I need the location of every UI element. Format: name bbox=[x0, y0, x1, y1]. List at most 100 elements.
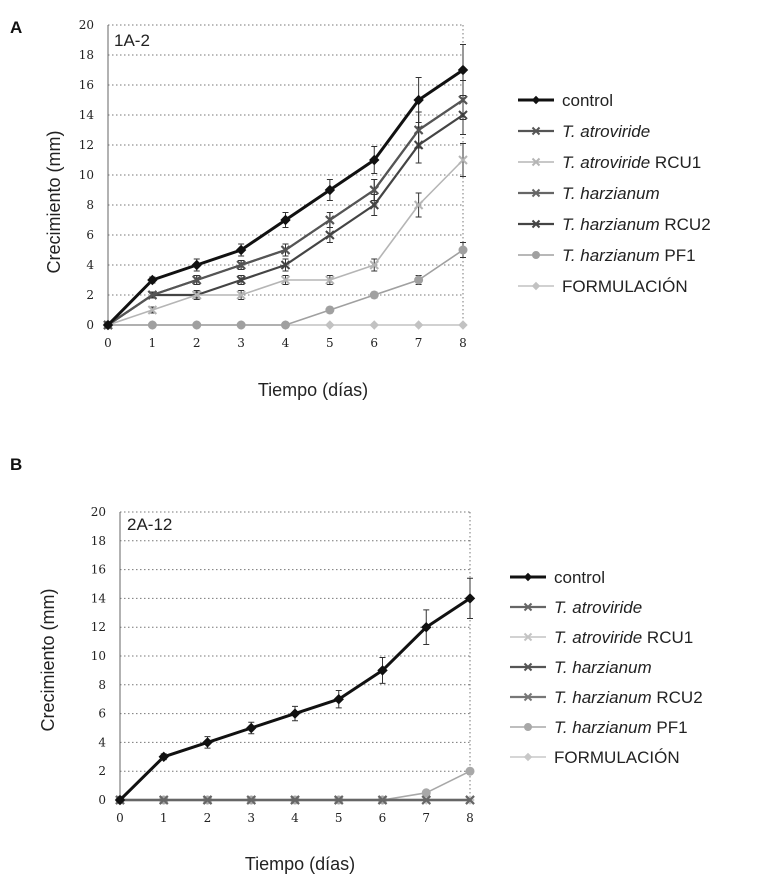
panel-a: A 1A-2 Tiempo (días) Crecimiento (mm) 0 2… bbox=[10, 18, 711, 400]
panel-a-x-tick-label: 5 bbox=[326, 336, 334, 350]
panel-b-legend-item: T. atroviride bbox=[510, 598, 642, 617]
panel-b-y-tick-label: 12 bbox=[91, 620, 106, 634]
panel-b-y-tick-label: 2 bbox=[98, 764, 106, 778]
panel-a-data-point bbox=[147, 274, 158, 286]
panel-a-data-point bbox=[369, 185, 379, 195]
panel-a-series-3 bbox=[103, 143, 468, 330]
panel-b-data-point bbox=[334, 795, 344, 805]
panel-a-y-tick-label: 10 bbox=[79, 168, 94, 182]
legend-label: T. harzianum bbox=[554, 658, 652, 677]
panel-b-x-tick-label: 8 bbox=[466, 811, 474, 825]
panel-b: B 2A-12 Tiempo (días) Crecimiento (mm) 0… bbox=[10, 455, 703, 874]
panel-a-data-point bbox=[369, 200, 379, 210]
legend-swatch-marker bbox=[523, 632, 533, 642]
panel-a-data-point bbox=[280, 245, 291, 255]
panel-a-series-line bbox=[107, 159, 464, 326]
panel-a-data-point bbox=[236, 320, 246, 330]
legend-label: T. atroviride RCU1 bbox=[554, 628, 693, 647]
panel-a-x-tick-label: 6 bbox=[370, 336, 378, 350]
panel-a-data-point bbox=[236, 290, 246, 300]
panel-a-data-point bbox=[280, 260, 291, 270]
panel-a-data-point bbox=[369, 260, 379, 270]
panel-b-x-tick-label: 1 bbox=[160, 811, 168, 825]
panel-a-data-point bbox=[458, 245, 468, 255]
legend-label: T. atroviride bbox=[562, 122, 650, 141]
legend-swatch-marker bbox=[531, 188, 541, 198]
panel-letter-a: A bbox=[10, 18, 22, 37]
panel-a-title: 1A-2 bbox=[114, 31, 150, 50]
panel-a-legend-item: T. atroviride RCU1 bbox=[518, 153, 701, 172]
panel-a-data-point bbox=[281, 320, 290, 330]
panel-a-x-axis-label: Tiempo (días) bbox=[258, 380, 368, 400]
panel-a-data-point bbox=[192, 290, 202, 300]
panel-b-data-point bbox=[159, 795, 169, 805]
panel-a-x-tick-label: 7 bbox=[415, 336, 423, 350]
panel-a-y-tick-label: 4 bbox=[86, 258, 94, 272]
panel-b-y-tick-label: 0 bbox=[98, 793, 106, 807]
panel-b-data-point bbox=[158, 751, 169, 763]
panel-a-data-point bbox=[102, 319, 114, 331]
panel-a-data-point bbox=[458, 155, 468, 165]
panel-a-data-point bbox=[191, 259, 202, 271]
panel-b-x-tick-label: 3 bbox=[247, 811, 255, 825]
legend-swatch-marker bbox=[523, 602, 533, 612]
panel-b-data-point bbox=[246, 722, 257, 734]
legend-label: FORMULACIÓN bbox=[554, 748, 680, 767]
panel-a-series-1 bbox=[102, 44, 469, 331]
panel-b-legend-item: T. harzianum RCU2 bbox=[510, 688, 703, 707]
legend-swatch-marker bbox=[531, 95, 541, 105]
panel-a-x-tick-label: 4 bbox=[282, 336, 290, 350]
legend-swatch-marker bbox=[531, 281, 541, 291]
panel-a-y-tick-label: 16 bbox=[79, 78, 94, 92]
panel-b-y-tick-label: 18 bbox=[91, 534, 106, 548]
panel-b-x-tick-label: 2 bbox=[204, 811, 212, 825]
panel-b-x-tick-label: 0 bbox=[116, 811, 124, 825]
legend-swatch-marker bbox=[531, 157, 541, 167]
panel-a-y-tick-label: 14 bbox=[79, 108, 95, 122]
panel-b-legend-item: control bbox=[510, 568, 605, 587]
legend-swatch-marker bbox=[523, 662, 533, 672]
panel-b-legend-item: FORMULACIÓN bbox=[510, 748, 680, 767]
panel-b-data-point bbox=[289, 708, 301, 719]
panel-b-x-tick-label: 5 bbox=[335, 811, 343, 825]
panel-a-y-tick-label: 20 bbox=[79, 18, 94, 32]
panel-a-series-2 bbox=[103, 80, 468, 330]
panel-a-data-point bbox=[147, 290, 158, 300]
panel-b-series-6 bbox=[115, 766, 475, 805]
panel-a-data-point bbox=[369, 290, 379, 300]
legend-swatch-marker bbox=[531, 219, 541, 229]
legend-label: T. atroviride RCU1 bbox=[562, 153, 701, 172]
panel-b-data-point bbox=[114, 794, 126, 806]
panel-a-data-point bbox=[325, 230, 335, 240]
panel-b-x-tick-label: 6 bbox=[379, 811, 387, 825]
legend-label: T. harzianum bbox=[562, 184, 660, 203]
legend-label: FORMULACIÓN bbox=[562, 277, 688, 296]
legend-label: T. harzianum RCU2 bbox=[562, 215, 711, 234]
panel-b-data-point bbox=[290, 795, 300, 805]
legend-label: T. atroviride bbox=[554, 598, 642, 617]
panel-a-data-point bbox=[325, 275, 335, 285]
panel-b-y-tick-label: 4 bbox=[98, 735, 106, 749]
panel-a-data-point bbox=[324, 184, 336, 196]
panel-a-series-line bbox=[106, 68, 464, 327]
panel-a-legend-item: T. harzianum bbox=[518, 184, 660, 203]
panel-a-data-point bbox=[325, 305, 335, 315]
panel-b-data-point bbox=[465, 795, 475, 805]
panel-b-y-tick-label: 10 bbox=[91, 649, 106, 663]
panel-a-legend-item: T. harzianum PF1 bbox=[518, 246, 696, 265]
panel-a-legend-item: FORMULACIÓN bbox=[518, 277, 688, 296]
panel-b-data-point bbox=[421, 788, 431, 798]
legend-label: control bbox=[554, 568, 605, 587]
legend-label: T. harzianum PF1 bbox=[554, 718, 688, 737]
panel-a-data-point bbox=[369, 154, 380, 166]
panel-a-data-point bbox=[147, 320, 157, 330]
legend-label: T. harzianum RCU2 bbox=[554, 688, 703, 707]
panel-a-data-point bbox=[369, 320, 379, 330]
panel-b-data-point bbox=[465, 766, 475, 776]
panel-a-data-point bbox=[147, 305, 158, 315]
panel-b-data-point bbox=[333, 693, 344, 705]
panel-b-y-axis-label: Crecimiento (mm) bbox=[38, 588, 58, 731]
panel-b-y-tick-label: 16 bbox=[91, 563, 106, 577]
panel-a-data-point bbox=[236, 260, 246, 270]
panel-a-data-point bbox=[235, 244, 247, 256]
